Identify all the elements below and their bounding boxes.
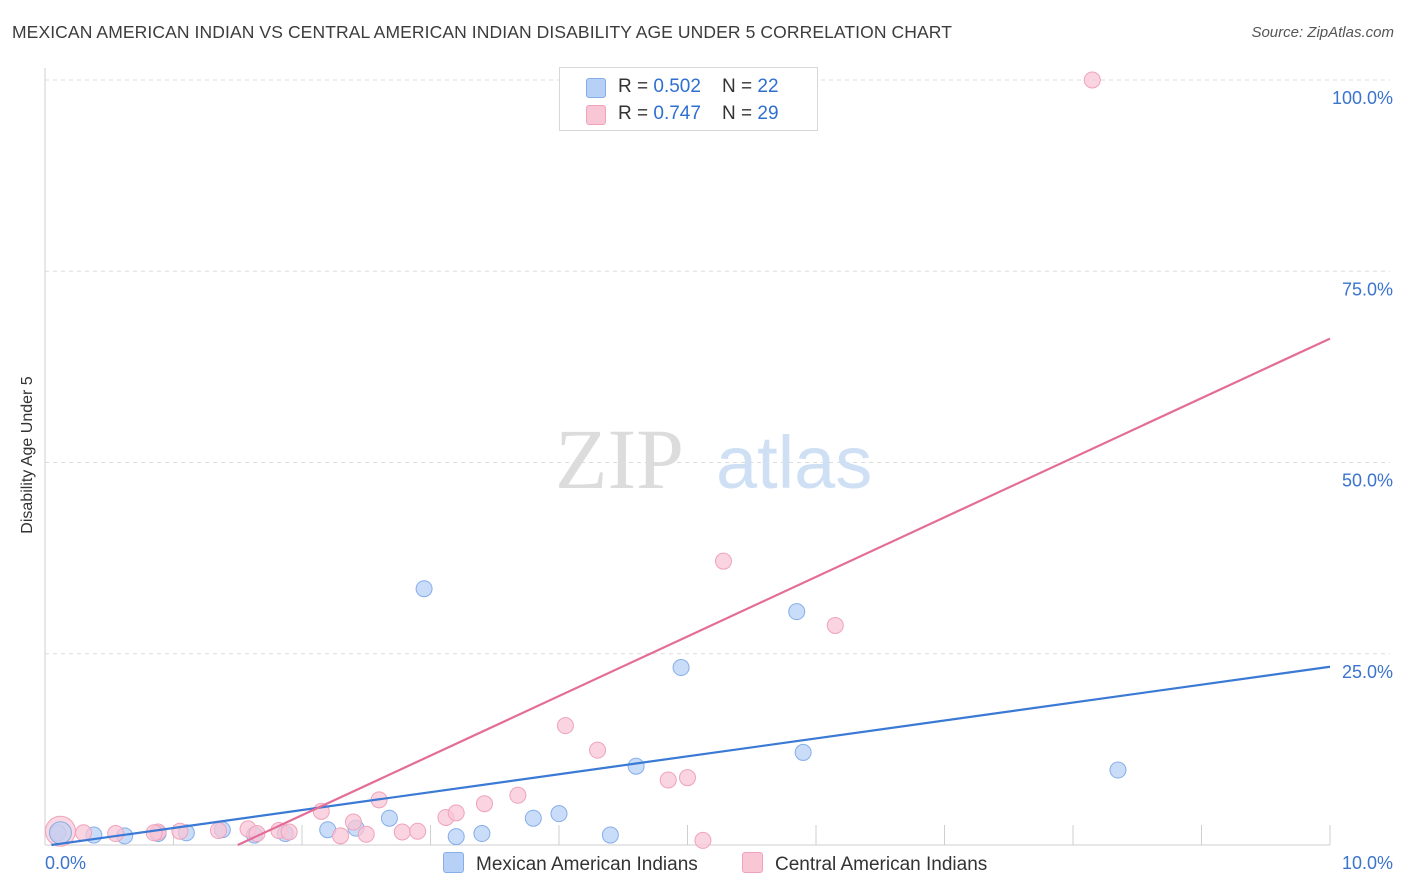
central-point (447, 804, 465, 822)
mexican-point (447, 828, 465, 846)
legend-n-value: 29 (757, 103, 779, 124)
mexican-point (415, 580, 433, 598)
central-point (75, 824, 93, 842)
correlation-legend: R = 0.502 N = 22 R = 0.747 N = 29 (559, 67, 818, 131)
central-point (1083, 71, 1101, 89)
watermark-zip: ZIP (555, 411, 684, 507)
mexican-point (672, 659, 690, 677)
central-point (475, 795, 493, 813)
mexican-point (627, 757, 645, 775)
legend-r-value: 0.502 (653, 76, 701, 97)
watermark: ZIP atlas (555, 411, 872, 507)
bottom-legend-swatch-blue (443, 852, 464, 873)
mexican-point (380, 809, 398, 827)
mexican-point (788, 603, 806, 621)
central-point (826, 616, 844, 634)
mexican-point (1109, 761, 1127, 779)
bottom-legend-central: Central American Indians (742, 852, 987, 876)
source-label: Source: ZipAtlas.com (1251, 24, 1394, 41)
mexican-trend-line (51, 665, 1331, 847)
bottom-legend-label: Central American Indians (775, 854, 988, 875)
mexican-point (601, 826, 619, 844)
axes (44, 68, 1331, 846)
central-point (409, 822, 427, 840)
central-point (393, 823, 411, 841)
bottom-legend-mexican: Mexican American Indians (443, 852, 698, 876)
y-tick-label: 75.0% (1342, 279, 1393, 299)
trend-lines (51, 337, 1331, 847)
bottom-legend-label: Mexican American Indians (476, 854, 698, 875)
y-tick-label: 25.0% (1342, 662, 1393, 682)
chart-title: MEXICAN AMERICAN INDIAN VS CENTRAL AMERI… (12, 22, 953, 42)
central-point (280, 823, 298, 841)
central-point (107, 825, 125, 843)
legend-swatch-pink (586, 105, 606, 125)
x-tick-label: 0.0% (45, 853, 86, 873)
legend-n-value: 22 (757, 76, 779, 97)
central-point (679, 769, 696, 787)
central-point (589, 741, 607, 759)
bottom-legend-swatch-pink (742, 852, 763, 873)
central-point (332, 827, 350, 845)
y-tick-label: 50.0% (1342, 471, 1393, 491)
y-tick-label: 100.0% (1332, 88, 1393, 108)
central-point (145, 824, 163, 842)
central-point (209, 821, 227, 839)
central-point (344, 813, 362, 831)
mexican-point (473, 825, 491, 843)
y-axis-label: Disability Age Under 5 (19, 376, 36, 534)
mexican-point (550, 805, 568, 823)
central-point (714, 552, 732, 570)
mexican-point (48, 821, 72, 845)
mexican-point (524, 809, 542, 827)
legend-n-label: N = (722, 76, 758, 97)
grid-lines (45, 79, 1390, 655)
x-tick-label: 10.0% (1342, 853, 1393, 873)
central-point (556, 717, 574, 735)
tick-labels: 25.0% 50.0% 75.0% 100.0% 0.0% 10.0% (45, 88, 1393, 873)
legend-swatch-blue (586, 78, 606, 98)
legend-n-label: N = (722, 103, 758, 124)
legend-r-value: 0.747 (653, 103, 701, 124)
legend-r-label: R = (618, 103, 654, 124)
central-trend-line (237, 337, 1331, 846)
legend-r-label: R = (618, 76, 654, 97)
central-point (694, 831, 712, 849)
central-point (357, 825, 375, 843)
central-point (659, 771, 677, 789)
mexican-point (794, 743, 812, 761)
watermark-atlas: atlas (716, 421, 872, 504)
central-point (509, 786, 527, 804)
